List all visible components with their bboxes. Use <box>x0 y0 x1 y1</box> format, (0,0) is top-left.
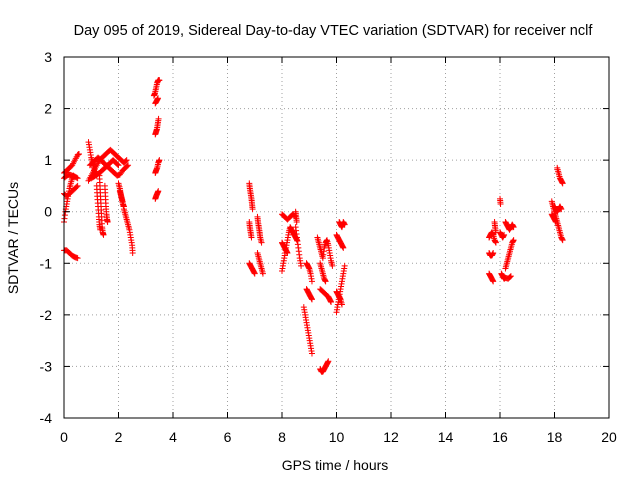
data-point <box>75 150 82 157</box>
data-point <box>490 278 497 285</box>
data-point <box>124 163 131 170</box>
data-point <box>258 239 265 246</box>
data-point <box>559 180 566 187</box>
data-point <box>155 95 162 102</box>
data-point <box>155 115 162 122</box>
data-point <box>251 270 258 277</box>
data-point <box>122 158 129 165</box>
x-tick-label: 8 <box>278 429 286 445</box>
data-point <box>492 239 499 246</box>
data-point <box>104 219 111 226</box>
y-tick-label: -1 <box>40 255 53 271</box>
y-tick-label: -2 <box>40 307 53 323</box>
data-point <box>120 203 127 210</box>
chart-title: Day 095 of 2019, Sidereal Day-to-day VTE… <box>74 23 594 39</box>
data-point <box>338 301 345 308</box>
data-point <box>322 278 329 285</box>
data-point <box>558 206 565 213</box>
x-tick-label: 0 <box>60 429 68 445</box>
data-point <box>293 219 300 226</box>
x-tick-label: 4 <box>169 429 177 445</box>
y-tick-label: 1 <box>44 152 52 168</box>
data-point <box>249 206 256 213</box>
data-point <box>507 273 514 280</box>
x-tick-label: 14 <box>438 429 454 445</box>
data-point <box>156 77 163 84</box>
x-tick-label: 10 <box>329 429 345 445</box>
data-point <box>155 188 162 195</box>
x-tick-label: 12 <box>383 429 399 445</box>
data-point <box>74 255 81 262</box>
y-tick-label: -4 <box>40 410 53 426</box>
data-point <box>73 174 80 181</box>
data-point <box>501 231 508 238</box>
data-point <box>510 237 517 244</box>
x-tick-label: 20 <box>601 429 617 445</box>
x-tick-label: 18 <box>547 429 563 445</box>
x-tick-label: 6 <box>224 429 232 445</box>
data-point <box>74 175 81 182</box>
data-marks <box>61 77 566 375</box>
data-point <box>497 200 504 207</box>
data-point <box>490 249 497 256</box>
data-point <box>73 183 80 190</box>
data-point <box>74 182 81 189</box>
axis-ticks <box>63 56 610 419</box>
data-point <box>259 270 266 277</box>
data-point <box>340 244 347 251</box>
data-point <box>248 234 255 241</box>
data-point <box>328 298 335 305</box>
data-point <box>115 162 122 169</box>
x-axis-label: GPS time / hours <box>282 457 389 473</box>
y-tick-label: 2 <box>44 101 52 117</box>
data-point <box>156 157 163 164</box>
data-point <box>308 350 315 357</box>
y-tick-label: 3 <box>44 49 52 65</box>
data-point <box>559 237 566 244</box>
y-tick-labels: -4 -3 -2 -1 0 1 2 3 <box>40 49 53 426</box>
data-point <box>552 219 559 226</box>
data-point <box>284 249 291 256</box>
y-tick-label: -3 <box>40 358 53 374</box>
x-tick-label: 2 <box>115 429 123 445</box>
data-point <box>129 249 136 256</box>
data-point <box>341 262 348 269</box>
x-tick-label: 16 <box>492 429 508 445</box>
x-tick-labels: 0 2 4 6 8 10 12 14 16 18 20 <box>60 429 617 445</box>
data-point <box>308 296 315 303</box>
data-point <box>100 231 107 238</box>
data-point <box>325 358 332 365</box>
data-point <box>329 262 336 269</box>
data-point <box>125 162 132 169</box>
data-point <box>123 157 130 164</box>
data-point <box>114 161 121 168</box>
data-point <box>298 262 305 269</box>
y-axis-label: SDTVAR / TECUs <box>5 182 21 294</box>
data-point <box>341 221 348 228</box>
data-point <box>97 226 104 233</box>
y-tick-label: 0 <box>44 204 52 220</box>
data-point <box>506 274 513 281</box>
data-point <box>510 224 517 231</box>
data-point <box>308 278 315 285</box>
